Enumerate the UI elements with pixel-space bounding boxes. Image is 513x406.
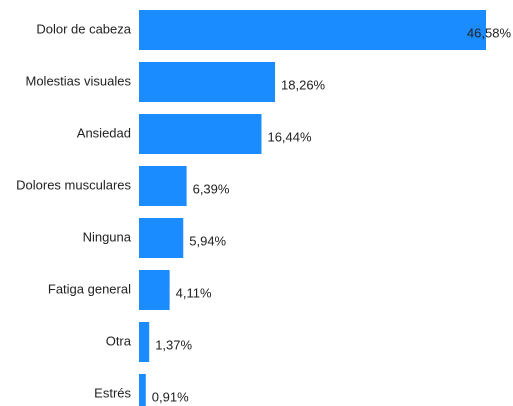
- category-label: Otra: [106, 333, 132, 348]
- category-label: Molestias visuales: [26, 73, 132, 88]
- category-label: Dolor de cabeza: [36, 21, 131, 36]
- bar: [139, 62, 276, 102]
- category-label: Estrés: [94, 385, 131, 400]
- bar: [139, 322, 150, 362]
- category-label: Dolores musculares: [16, 177, 131, 192]
- bar: [139, 374, 146, 406]
- category-label: Ansiedad: [77, 125, 131, 140]
- bar: [139, 270, 170, 310]
- value-label: 16,44%: [267, 129, 312, 144]
- category-label: Ninguna: [83, 229, 132, 244]
- bar: [139, 166, 187, 206]
- value-label: 4,11%: [176, 285, 212, 300]
- value-label: 18,26%: [281, 77, 326, 92]
- value-label: 1,37%: [155, 337, 192, 352]
- bar: [139, 218, 184, 258]
- value-label: 6,39%: [193, 181, 230, 196]
- value-label: 46,58%: [467, 25, 512, 40]
- value-label: 5,94%: [189, 233, 226, 248]
- category-label: Fatiga general: [48, 281, 131, 296]
- value-label: 0,91%: [152, 389, 189, 404]
- bar: [139, 10, 486, 50]
- bar: [139, 114, 262, 154]
